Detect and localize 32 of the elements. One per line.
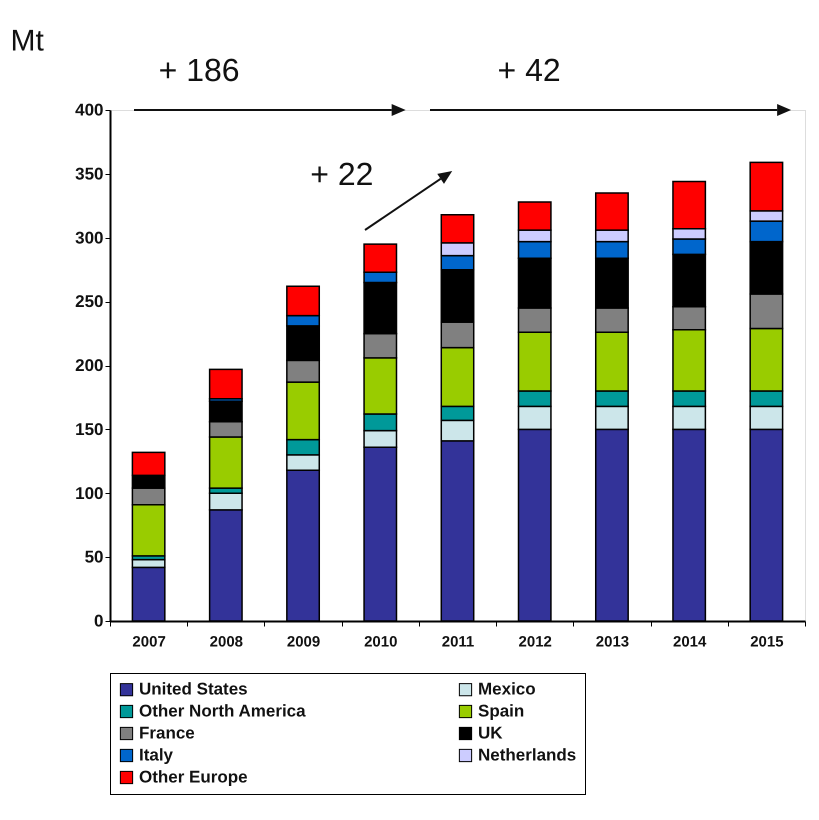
annotation: + 22 xyxy=(310,156,374,193)
y-tick-label: 350 xyxy=(75,164,104,184)
legend-label: United States xyxy=(139,680,248,699)
bar xyxy=(208,368,243,400)
legend-label: Spain xyxy=(478,702,524,720)
legend-label: Mexico xyxy=(478,680,536,699)
y-tick-label: 400 xyxy=(75,100,104,120)
x-tick-label: 2015 xyxy=(750,634,784,650)
y-tick-label: 100 xyxy=(75,484,104,503)
x-tick-label: 2014 xyxy=(672,634,708,650)
y-tick-label: 150 xyxy=(75,420,104,439)
text: + 42 xyxy=(498,52,561,89)
y-tick-label: 200 xyxy=(75,356,104,375)
y-tick-label: 250 xyxy=(75,292,104,312)
x-tick-label: 2012 xyxy=(518,634,552,650)
legend-label: Italy xyxy=(139,746,174,764)
legend-label: France xyxy=(139,724,195,742)
legend-label: Other Europe xyxy=(139,768,248,786)
x-tick-label: 2013 xyxy=(596,634,630,650)
y-tick-label: 0 xyxy=(94,612,104,630)
x-tick-label: 2007 xyxy=(132,634,166,650)
legend-label: Netherlands xyxy=(478,746,576,764)
y-axis-title: Mt xyxy=(10,24,44,58)
y-tick-label: 50 xyxy=(84,548,104,567)
legend-label: Other North America xyxy=(139,702,306,720)
legend-label: UK xyxy=(478,724,504,742)
x-tick-label: 2009 xyxy=(286,634,320,650)
text: + 186 xyxy=(158,52,240,89)
x-tick-label: 2011 xyxy=(442,634,474,650)
y-tick-label: 300 xyxy=(75,228,104,248)
x-tick-label: 2008 xyxy=(210,634,244,650)
x-tick-label: 2010 xyxy=(364,634,398,650)
